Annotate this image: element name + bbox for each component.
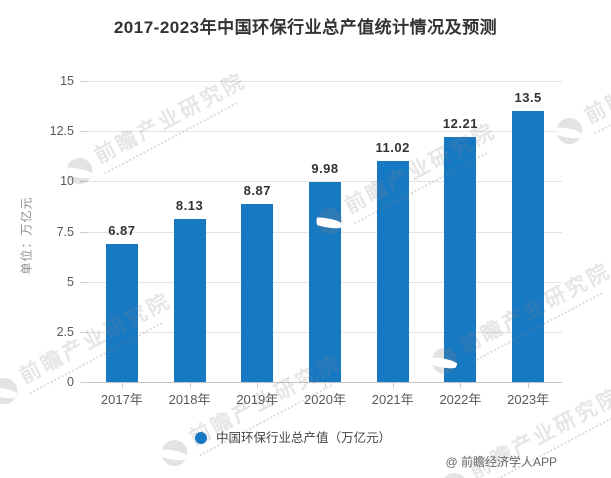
- x-axis-line: [88, 382, 562, 383]
- y-axis-tick: [80, 331, 88, 333]
- y-axis-tick: [80, 382, 88, 383]
- y-axis-tick-label: 5: [67, 274, 74, 289]
- bar-2021年[interactable]: [376, 160, 409, 382]
- y-axis-tick: [80, 281, 88, 283]
- bar-2022年[interactable]: [444, 136, 477, 382]
- bar-value-label: 13.5: [514, 90, 542, 106]
- bar-value-label: 8.87: [243, 183, 271, 198]
- legend-circle-marker: [195, 432, 207, 444]
- x-axis-tick: [392, 383, 394, 388]
- x-axis-tick: [189, 383, 191, 388]
- y-axis-tick: [80, 231, 88, 233]
- x-axis-tick-label: 2020年: [304, 392, 346, 407]
- bar-2019年[interactable]: [241, 204, 274, 382]
- x-axis-tick-label: 2019年: [236, 392, 279, 407]
- x-axis-tick: [325, 383, 326, 388]
- y-axis-tick-label: 2.5: [56, 324, 74, 339]
- x-axis-tick-label: 2018年: [168, 392, 211, 407]
- bar-2020年[interactable]: [309, 181, 341, 382]
- y-axis-tick: [80, 81, 88, 82]
- chart-title: 2017-2023年中国环保行业总产值统计情况及预测: [113, 18, 498, 37]
- x-axis-tick-label: 2021年: [371, 392, 414, 407]
- legend-item[interactable]: 中国环保行业总产值（万亿元）: [195, 431, 391, 445]
- source-credit: @ 前瞻经济学人APP: [445, 455, 557, 469]
- y-axis-tick-label: 12.5: [49, 124, 74, 139]
- bar-value-label: 9.98: [311, 160, 339, 176]
- y-axis-tick-label: 10: [60, 174, 74, 189]
- x-axis-tick-label: 2022年: [439, 392, 482, 407]
- bar-2018年[interactable]: [173, 218, 206, 382]
- bar-value-label: 6.87: [108, 223, 136, 239]
- y-axis-tick: [80, 131, 88, 133]
- x-axis-tick: [460, 383, 462, 388]
- y-axis-tick: [80, 181, 88, 183]
- x-axis-tick: [528, 383, 530, 388]
- x-axis-tick-label: 2023年: [507, 392, 550, 407]
- bar-2023年[interactable]: [512, 111, 545, 382]
- legend-label: 中国环保行业总产值（万亿元）: [216, 431, 392, 445]
- bar-value-label: 8.13: [175, 197, 204, 213]
- watermark-subtext-line: [104, 102, 238, 175]
- watermark-subtext-line: [594, 62, 611, 135]
- x-axis-tick: [257, 383, 259, 388]
- x-axis-tick: [121, 383, 123, 388]
- gridline: [88, 131, 562, 133]
- bar-value-label: 11.02: [375, 139, 410, 155]
- bar-2017年[interactable]: [105, 244, 138, 382]
- y-axis-tick-label: 7.5: [56, 224, 74, 239]
- y-axis-tick-label: 15: [60, 74, 74, 88]
- gridline: [88, 81, 562, 82]
- watermark: 前瞻产业研究院: [59, 65, 254, 191]
- globe-swoosh-icon: [156, 435, 193, 471]
- y-axis-tick-label: 0: [67, 375, 74, 389]
- bar-value-label: 12.21: [442, 115, 478, 131]
- watermark-text: 前瞻产业研究院: [580, 29, 611, 129]
- x-axis-tick-label: 2017年: [100, 392, 143, 407]
